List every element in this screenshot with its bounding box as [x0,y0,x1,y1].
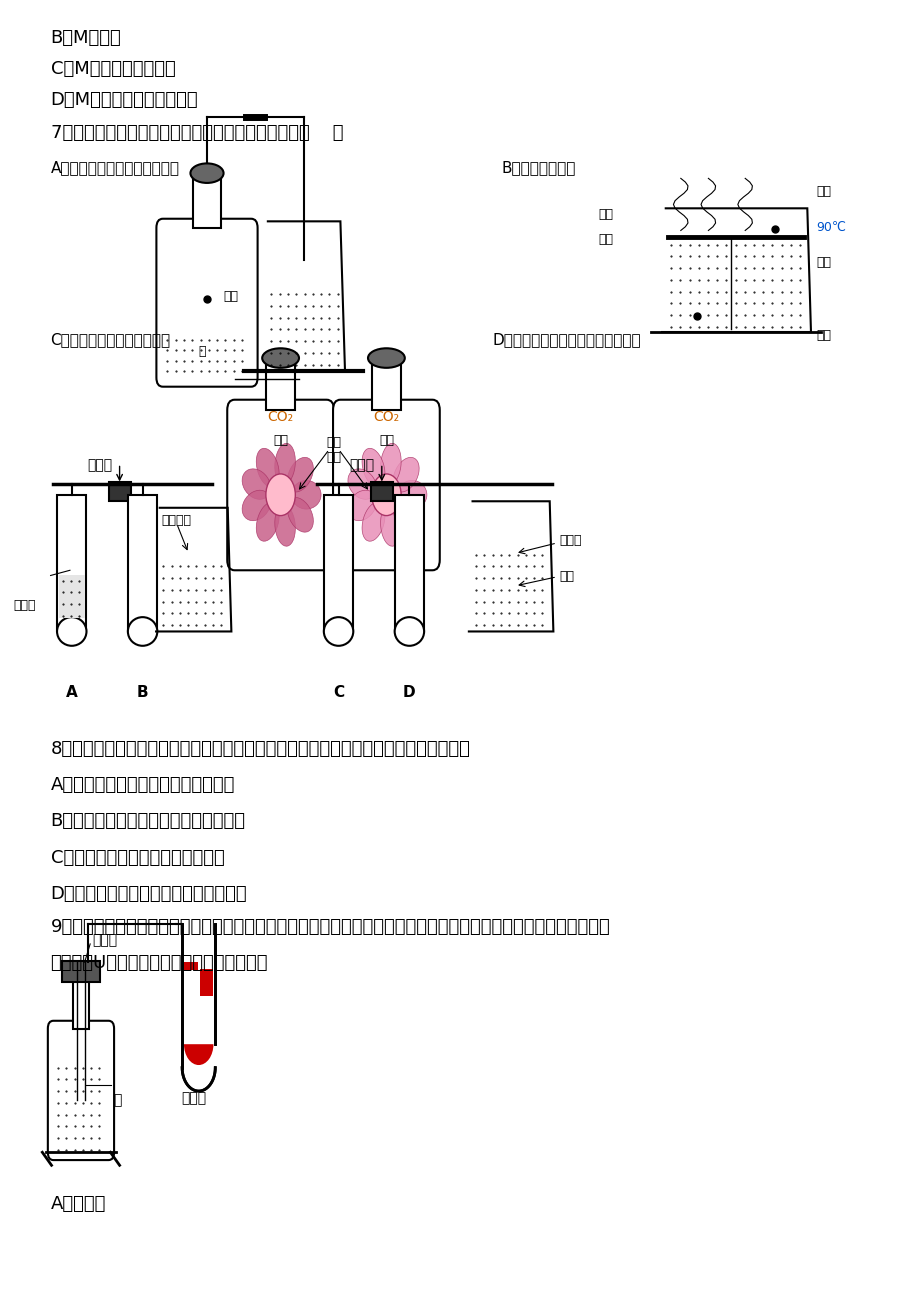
Ellipse shape [262,349,299,368]
Ellipse shape [275,443,295,484]
Text: 水: 水 [199,345,206,358]
Ellipse shape [57,617,86,646]
Text: 弹簧夹: 弹簧夹 [87,458,112,473]
Text: 水: 水 [113,1094,121,1108]
Text: 浓氨水: 浓氨水 [559,534,581,547]
Text: A．研究空气中氧气的体积含量: A．研究空气中氧气的体积含量 [51,160,179,176]
Text: A: A [66,685,77,700]
Bar [62,961,100,982]
Text: D: D [403,685,415,700]
Bar [128,495,157,631]
Bar [108,482,130,501]
Text: 湿花: 湿花 [379,434,393,447]
Text: 红磷: 红磷 [223,290,238,303]
FancyBboxPatch shape [227,400,334,570]
Text: 红墓水: 红墓水 [181,1091,207,1105]
Text: 7．下列问题的研究中，没有利用对比实验方法的是（    ）: 7．下列问题的研究中，没有利用对比实验方法的是（ ） [51,124,343,142]
Ellipse shape [323,617,353,646]
Ellipse shape [242,491,270,521]
Text: 干花: 干花 [273,434,288,447]
Text: 浓氨水: 浓氨水 [14,599,36,612]
Circle shape [266,474,295,516]
Text: 9．为了探究物质在溶解时溶液温度的变化，小情设计了如图所示的实验装置。小情认为向小试管中分别加入一定量的: 9．为了探究物质在溶解时溶液温度的变化，小情设计了如图所示的实验装置。小情认为向… [51,918,609,936]
Ellipse shape [392,497,419,533]
Ellipse shape [287,457,313,492]
Ellipse shape [256,503,278,542]
Bar [193,178,221,228]
Ellipse shape [190,163,223,184]
Text: 酸酌溶液: 酸酌溶液 [161,514,191,527]
Text: D．多乘坐公共交通工具，减少尾气排放: D．多乘坐公共交通工具，减少尾气排放 [51,885,247,904]
Text: 8．「绳水青山就是金山銀山」是建设生态文明的重要理念。下列做法不符合该理念的是: 8．「绳水青山就是金山銀山」是建设生态文明的重要理念。下列做法不符合该理念的是 [51,740,470,758]
Ellipse shape [362,503,384,542]
Ellipse shape [256,448,278,487]
Bar [323,495,353,631]
Ellipse shape [380,443,401,484]
FancyBboxPatch shape [333,400,439,570]
Ellipse shape [394,617,424,646]
Text: C．M中一定含有碳元素: C．M中一定含有碳元素 [51,60,176,78]
Bar [59,574,85,618]
Ellipse shape [291,480,321,509]
Text: 石蕊
小花: 石蕊 小花 [326,436,341,465]
Ellipse shape [287,497,313,533]
FancyBboxPatch shape [156,219,257,387]
Ellipse shape [362,448,384,487]
Circle shape [371,474,401,516]
Ellipse shape [347,469,376,499]
Text: D．研究温度对分子运动速率的影响: D．研究温度对分子运动速率的影响 [492,332,641,348]
Bar [57,495,86,631]
Text: C．使用太阳能路灯，既节能又环保: C．使用太阳能路灯，既节能又环保 [51,849,224,867]
Ellipse shape [275,505,295,547]
Text: 白磷: 白磷 [816,329,831,342]
Text: C: C [333,685,344,700]
Text: A．为了提高效率，工业废水直接排放: A．为了提高效率，工业废水直接排放 [51,776,234,794]
FancyBboxPatch shape [48,1021,114,1160]
Ellipse shape [368,349,404,368]
Text: B．生活垃圾分类回收，实现垃圾资源化: B．生活垃圾分类回收，实现垃圾资源化 [51,812,245,831]
Text: A．硝酸铵: A．硝酸铵 [51,1195,106,1213]
Ellipse shape [242,469,270,499]
Text: CO₂: CO₂ [373,410,399,423]
Text: B．研究燃烧条件: B．研究燃烧条件 [501,160,575,176]
Bar [394,495,424,631]
Text: 弹簧夹: 弹簧夹 [349,458,374,473]
Bar [199,969,213,996]
Bar [371,363,401,410]
Ellipse shape [392,457,419,492]
Text: 热水: 热水 [816,256,831,270]
Bar [73,979,89,1029]
Bar [184,962,198,970]
Text: 铜片: 铜片 [598,233,613,246]
Ellipse shape [128,617,157,646]
Text: 红磷: 红磷 [816,185,831,198]
Text: 白磷: 白磷 [598,208,613,221]
Text: 90℃: 90℃ [816,221,845,234]
Text: 热水: 热水 [559,570,573,583]
Ellipse shape [347,491,376,521]
Text: 玻璃棒: 玻璃棒 [92,934,117,948]
Text: CO₂: CO₂ [267,410,293,423]
Text: C．研究二氧化碳与水的反应: C．研究二氧化碳与水的反应 [51,332,171,348]
Text: B．M是甲烷: B．M是甲烷 [51,29,121,47]
Wedge shape [184,1044,213,1065]
Bar [370,482,392,501]
Ellipse shape [380,505,401,547]
Ellipse shape [397,480,426,509]
Text: B: B [137,685,148,700]
Text: 某物质，U形管中红墓水向右移动，该物质是: 某物质，U形管中红墓水向右移动，该物质是 [51,954,267,973]
Bar [266,363,295,410]
Text: D．M中含有碳、氧两种元素: D．M中含有碳、氧两种元素 [51,91,198,109]
